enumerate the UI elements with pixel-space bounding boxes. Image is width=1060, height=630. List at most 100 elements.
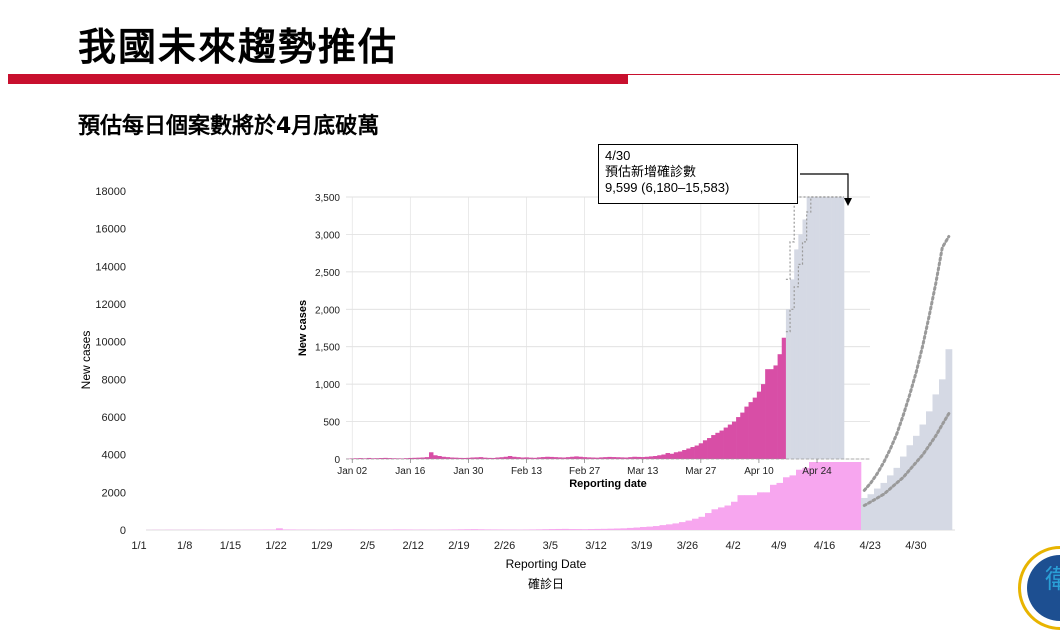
main-observed-bar bbox=[640, 527, 647, 530]
main-observed-bar bbox=[764, 492, 771, 530]
main-observed-bar bbox=[686, 521, 693, 530]
main-x-tick-label: 1/8 bbox=[177, 540, 192, 552]
inset-x-tick-label: Jan 30 bbox=[453, 466, 483, 477]
main-forecast-bar bbox=[933, 394, 940, 530]
main-observed-bar bbox=[796, 470, 803, 530]
inset-observed-bar bbox=[666, 453, 670, 459]
inset-forecast-bar bbox=[836, 197, 840, 459]
inset-observed-bar bbox=[429, 452, 433, 459]
inset-observed-bar bbox=[703, 440, 707, 459]
inset-observed-bar bbox=[699, 443, 703, 459]
main-observed-bar bbox=[692, 519, 699, 530]
inset-observed-bar bbox=[728, 425, 732, 459]
inset-y-tick-label: 3,000 bbox=[315, 230, 340, 241]
inset-observed-bar bbox=[711, 435, 715, 459]
inset-x-tick-label: Mar 13 bbox=[627, 466, 659, 477]
inset-observed-bar bbox=[757, 392, 761, 459]
inset-observed-bar bbox=[678, 452, 682, 459]
main-y-tick-label: 18000 bbox=[95, 186, 126, 198]
inset-observed-bar bbox=[695, 446, 699, 459]
inset-observed-bar bbox=[744, 407, 748, 459]
main-observed-bar bbox=[582, 529, 589, 530]
inset-forecast-bar bbox=[819, 197, 823, 459]
main-observed-bar bbox=[777, 483, 784, 530]
main-forecast-bar bbox=[874, 489, 881, 530]
main-observed-bar bbox=[458, 529, 465, 530]
main-observed-bar bbox=[725, 506, 732, 530]
main-observed-bar bbox=[393, 529, 400, 530]
main-observed-bar bbox=[738, 495, 745, 530]
main-observed-bar bbox=[647, 527, 654, 530]
inset-observed-bar bbox=[661, 455, 665, 459]
main-observed-bar bbox=[783, 477, 790, 530]
main-forecast-bar bbox=[881, 483, 888, 530]
inset-observed-bar bbox=[715, 433, 719, 459]
inset-observed-bar bbox=[749, 402, 753, 459]
main-forecast-bar bbox=[920, 425, 927, 530]
forecast-callout: 4/30 預估新增確診數 9,599 (6,180–15,583) bbox=[598, 144, 798, 204]
main-observed-bar bbox=[491, 529, 498, 530]
callout-value: 9,599 (6,180–15,583) bbox=[605, 180, 797, 196]
main-observed-bar bbox=[556, 529, 563, 530]
main-observed-bar bbox=[699, 517, 706, 530]
main-observed-bar bbox=[595, 529, 602, 530]
main-x-tick-label: 4/16 bbox=[814, 540, 835, 552]
main-observed-bar bbox=[569, 529, 576, 530]
main-x-tick-label: 1/22 bbox=[265, 540, 286, 552]
main-forecast-bar bbox=[861, 498, 868, 530]
main-x-tick-label: 3/26 bbox=[677, 540, 698, 552]
main-observed-bar bbox=[575, 529, 582, 530]
inset-observed-bar bbox=[761, 384, 765, 459]
main-observed-bar bbox=[621, 528, 628, 530]
inset-y-tick-label: 500 bbox=[323, 418, 340, 429]
main-x-tick-label: 4/30 bbox=[905, 540, 926, 552]
main-forecast-bar bbox=[946, 349, 953, 530]
main-x-tick-label: 4/9 bbox=[771, 540, 786, 552]
main-observed-bar bbox=[705, 513, 712, 530]
main-observed-bar bbox=[751, 495, 758, 530]
main-x-tick-label: 1/15 bbox=[220, 540, 241, 552]
inset-observed-bar bbox=[740, 413, 744, 459]
inset-observed-bar bbox=[433, 455, 437, 459]
inset-y-tick-label: 3,500 bbox=[315, 193, 340, 204]
main-x-tick-label: 2/26 bbox=[494, 540, 515, 552]
forecast-chart: 0200040006000800010000120001400016000180… bbox=[0, 0, 1060, 596]
main-observed-bar bbox=[731, 502, 738, 530]
inset-observed-bar bbox=[732, 422, 736, 459]
main-observed-bar bbox=[601, 529, 608, 530]
main-observed-bar bbox=[660, 525, 667, 530]
inset-forecast-bar bbox=[827, 197, 831, 459]
main-y-tick-label: 8000 bbox=[102, 374, 126, 386]
main-x-axis-label: Reporting Date bbox=[506, 557, 587, 571]
inset-x-tick-label: Apr 24 bbox=[802, 466, 832, 477]
main-forecast-bar bbox=[887, 475, 894, 530]
main-observed-bar bbox=[562, 529, 569, 530]
inset-forecast-bar bbox=[811, 197, 815, 459]
inset-y-tick-label: 1,000 bbox=[315, 380, 340, 391]
main-observed-bar bbox=[634, 528, 641, 530]
inset-observed-bar bbox=[736, 417, 740, 459]
inset-observed-bar bbox=[769, 369, 773, 459]
main-y-axis-label: New cases bbox=[79, 331, 93, 390]
main-forecast-bar bbox=[913, 436, 920, 530]
main-observed-bar bbox=[614, 528, 621, 530]
inset-observed-bar bbox=[690, 447, 694, 459]
inset-observed-bar bbox=[765, 369, 769, 459]
main-y-tick-label: 14000 bbox=[95, 261, 126, 273]
main-observed-bar bbox=[497, 529, 504, 530]
inset-y-tick-label: 0 bbox=[334, 455, 340, 466]
inset-x-tick-label: Feb 27 bbox=[569, 466, 601, 477]
main-observed-bar bbox=[400, 529, 407, 530]
inset-forecast-bar bbox=[798, 234, 802, 459]
inset-observed-bar bbox=[782, 338, 786, 459]
main-observed-bar bbox=[484, 529, 491, 530]
main-observed-bar bbox=[627, 528, 634, 530]
main-forecast-bar bbox=[907, 445, 914, 530]
main-forecast-bar bbox=[926, 411, 933, 530]
main-x-tick-label: 1/29 bbox=[311, 540, 332, 552]
callout-label: 預估新增確診數 bbox=[605, 164, 797, 180]
inset-observed-bar bbox=[720, 431, 724, 459]
inset-x-tick-label: Apr 10 bbox=[744, 466, 774, 477]
inset-x-tick-label: Feb 13 bbox=[511, 466, 543, 477]
main-observed-bar bbox=[712, 509, 719, 530]
